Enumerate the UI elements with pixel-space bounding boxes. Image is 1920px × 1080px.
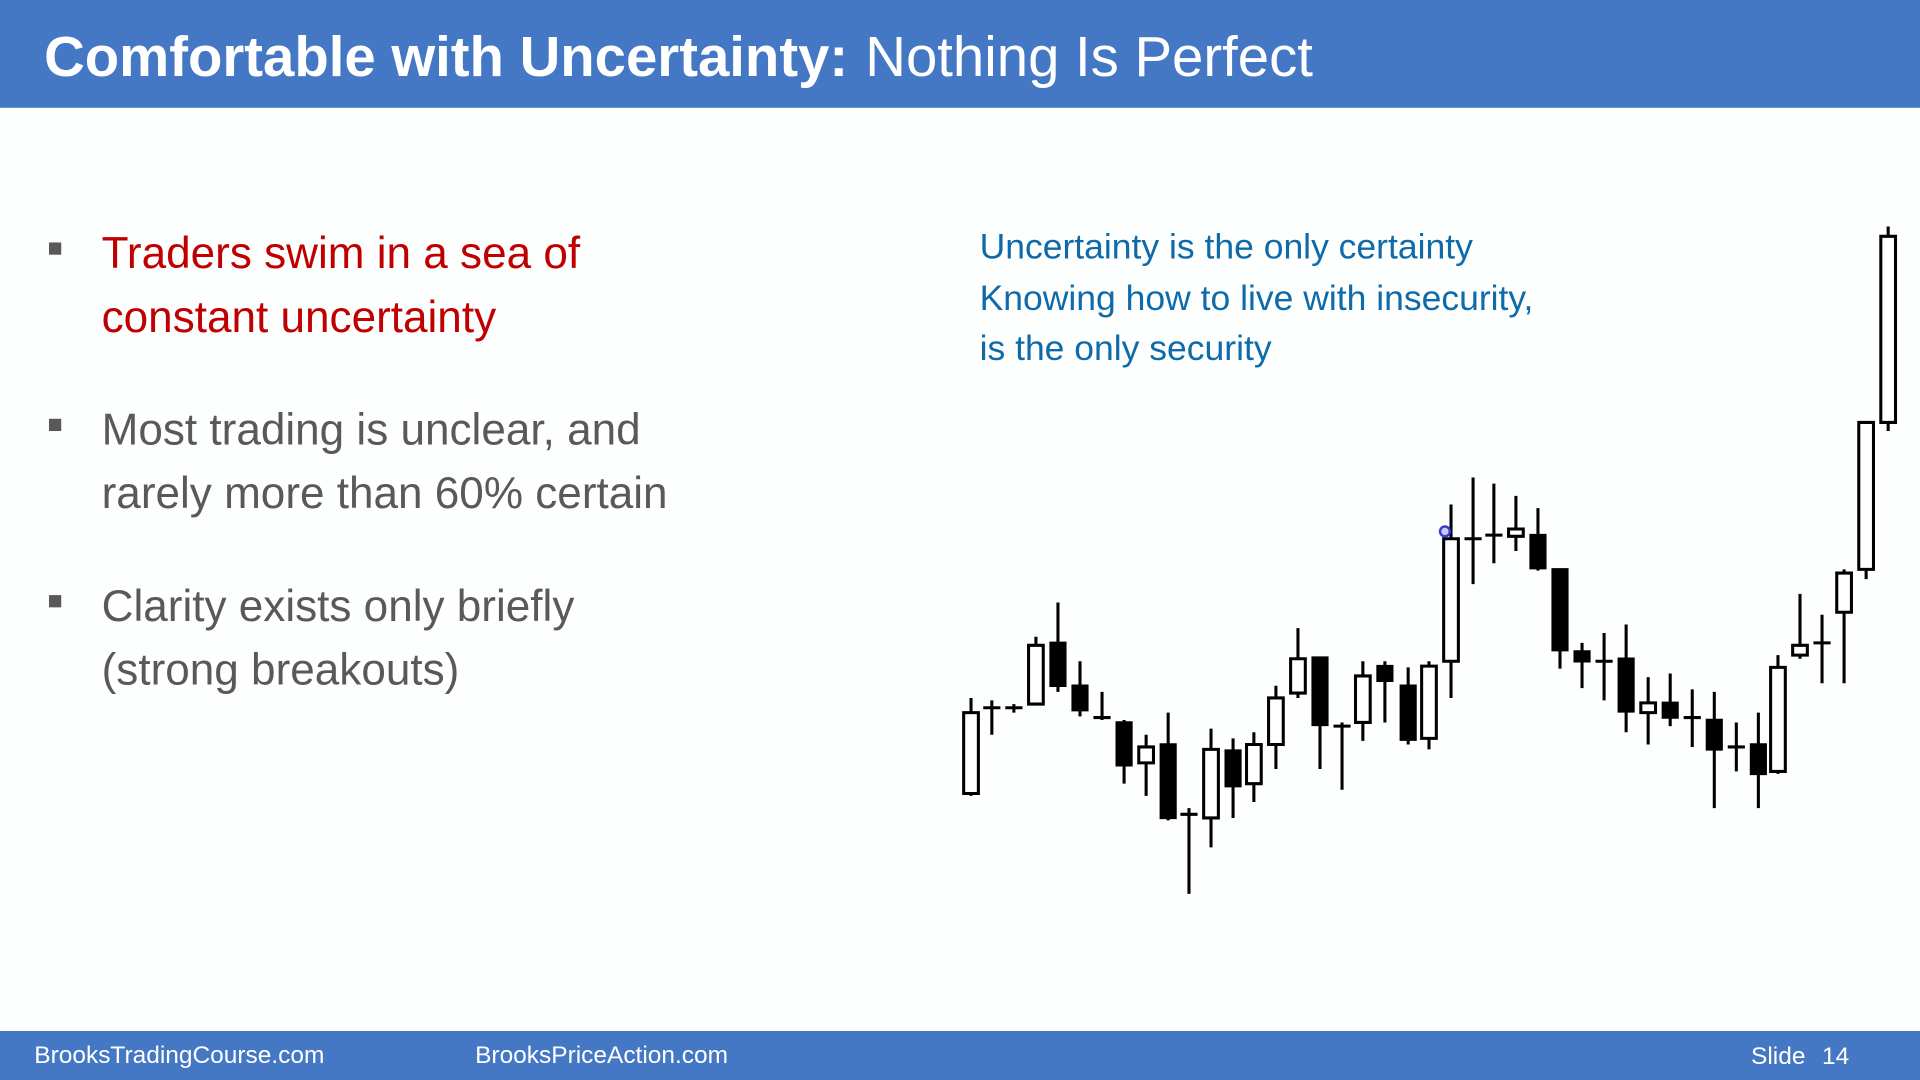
bullet-marker [48,595,62,608]
candle-bodies-down [1049,533,1767,820]
quote-line: is the only security [980,328,1272,368]
quote-line: Knowing how to live with insecurity, [980,278,1534,318]
bullet-marker [48,242,62,255]
header-title-bold: Comfortable with Uncertainty: [44,25,848,88]
bullet-text: Traders swim in a sea of [102,229,581,278]
bullet-text: Clarity exists only briefly [102,582,575,631]
cursor [1438,525,1452,538]
header-bar [0,0,1920,108]
slide-number: 14 [1822,1043,1849,1070]
slide-label: Slide [1751,1043,1805,1070]
footer-left[interactable]: BrooksTradingCourse.com [34,1042,324,1069]
bullet-marker [48,418,62,432]
bullet-text: (strong breakouts) [102,645,460,694]
bullet-text: constant uncertainty [102,293,496,342]
quote-line: Uncertainty is the only certainty [980,226,1474,266]
footer-bar [0,1031,1920,1080]
candle-bodies-up [962,234,1898,820]
footer-middle[interactable]: BrooksPriceAction.com [475,1042,728,1069]
bullet-text: Most trading is unclear, and [102,405,641,454]
candlestick-illustration [962,226,1898,894]
header-title: Comfortable with Uncertainty: Nothing Is … [44,25,1313,88]
bullet-text: rarely more than 60% certain [102,469,668,518]
header-title-rest: Nothing Is Perfect [865,25,1313,88]
